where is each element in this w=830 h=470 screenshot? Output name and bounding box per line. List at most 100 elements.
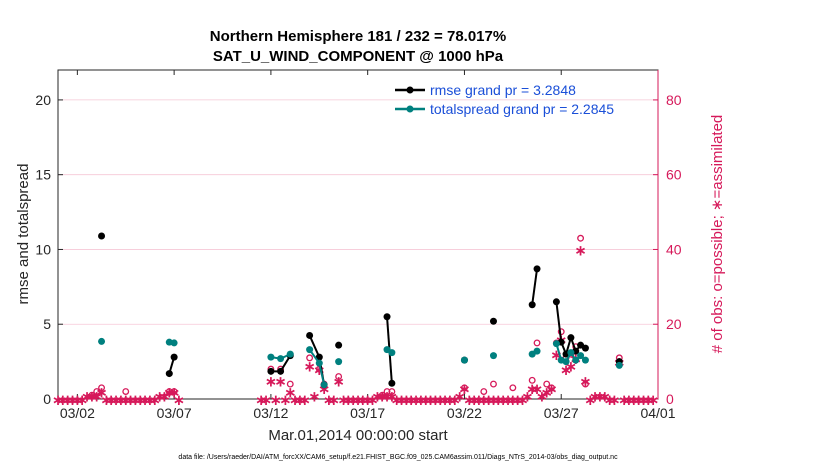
obs-possible-point bbox=[581, 380, 589, 388]
obs-assimilated-point: ∗ bbox=[516, 391, 529, 409]
obs-assimilated-point: ∗ bbox=[148, 391, 161, 409]
obs-assimilated-point: ∗ bbox=[71, 391, 84, 409]
series-point-totalspread bbox=[286, 350, 294, 358]
obs-assimilated-point: ∗ bbox=[429, 391, 442, 409]
y-right-tick-label: 40 bbox=[666, 241, 682, 257]
obs-assimilated-point: ∗ bbox=[584, 391, 597, 409]
obs-assimilated-point: ∗ bbox=[415, 391, 428, 409]
obs-assimilated-point: ∗ bbox=[444, 391, 457, 409]
obs-assimilated-point: ∗ bbox=[473, 391, 486, 409]
obs-assimilated-point: ∗ bbox=[526, 380, 539, 398]
obs-assimilated-point: ∗ bbox=[153, 387, 166, 405]
series-point-totalspread bbox=[533, 347, 541, 355]
obs-assimilated-point: ∗ bbox=[357, 391, 370, 409]
obs-assimilated-point: ∗ bbox=[361, 391, 374, 409]
series-point-totalspread bbox=[572, 356, 580, 364]
obs-possible-point bbox=[383, 388, 391, 395]
obs-assimilated-point: ∗ bbox=[163, 384, 176, 402]
obs-assimilated-point: ∗ bbox=[66, 391, 79, 409]
x-tick-label: 04/01 bbox=[640, 405, 675, 421]
obs-assimilated-point: ∗ bbox=[328, 391, 341, 409]
obs-assimilated-point: ∗ bbox=[342, 391, 355, 409]
series-line-rmse bbox=[531, 268, 539, 305]
y-axis-left-label: rmse and totalspread bbox=[15, 164, 32, 305]
legend-marker-rmse bbox=[406, 86, 414, 94]
obs-assimilated-point: ∗ bbox=[139, 391, 152, 409]
series-point-rmse bbox=[165, 370, 173, 378]
obs-possible-point bbox=[286, 380, 294, 388]
obs-assimilated-point: ∗ bbox=[274, 372, 287, 390]
obs-assimilated-point: ∗ bbox=[497, 391, 510, 409]
obs-possible-point bbox=[543, 380, 551, 388]
obs-possible-point bbox=[528, 376, 536, 384]
obs-assimilated-point: ∗ bbox=[545, 380, 558, 398]
obs-assimilated-point: ∗ bbox=[453, 387, 466, 405]
obs-assimilated-point: ∗ bbox=[618, 391, 631, 409]
chart-title: Northern Hemisphere 181 / 232 = 78.017% bbox=[210, 28, 506, 45]
y-right-tick-label: 60 bbox=[666, 167, 682, 183]
obs-assimilated-point: ∗ bbox=[458, 380, 471, 398]
x-tick-label: 03/27 bbox=[544, 405, 579, 421]
x-tick-label: 03/02 bbox=[60, 405, 95, 421]
obs-assimilated-point: ∗ bbox=[478, 391, 491, 409]
obs-assimilated-point: ∗ bbox=[642, 391, 655, 409]
series-point-totalspread bbox=[460, 356, 468, 364]
legend-entry-totalspread: totalspread grand pr = 2.2845 bbox=[395, 101, 614, 117]
obs-assimilated-point: ∗ bbox=[405, 391, 418, 409]
obs-assimilated-point: ∗ bbox=[400, 391, 413, 409]
obs-assimilated-point: ∗ bbox=[323, 391, 336, 409]
obs-assimilated-point: ∗ bbox=[376, 387, 389, 405]
obs-possible-point bbox=[122, 388, 130, 395]
chart-subtitle: SAT_U_WIND_COMPONENT @ 1000 hPa bbox=[213, 48, 504, 65]
obs-assimilated-point: ∗ bbox=[632, 391, 645, 409]
obs-assimilated-point: ∗ bbox=[390, 391, 403, 409]
series-point-totalspread bbox=[98, 337, 106, 345]
obs-assimilated-point: ∗ bbox=[434, 391, 447, 409]
obs-assimilated-point: ∗ bbox=[352, 391, 365, 409]
obs-possible-point bbox=[461, 384, 468, 392]
obs-assimilated-point: ∗ bbox=[424, 391, 437, 409]
obs-assimilated-point: ∗ bbox=[594, 387, 607, 405]
obs-assimilated-point: ∗ bbox=[105, 391, 118, 409]
series-point-totalspread bbox=[277, 355, 285, 363]
obs-assimilated-point: ∗ bbox=[124, 391, 137, 409]
obs-assimilated-point: ∗ bbox=[52, 391, 65, 409]
x-tick-label: 03/17 bbox=[350, 405, 385, 421]
obs-assimilated-point: ∗ bbox=[110, 391, 123, 409]
series-point-totalspread bbox=[552, 340, 560, 348]
obs-possible-point bbox=[306, 354, 314, 362]
obs-assimilated-point: ∗ bbox=[628, 391, 641, 409]
obs-assimilated-point: ∗ bbox=[298, 391, 311, 409]
obs-assimilated-point: ∗ bbox=[598, 387, 611, 405]
grid-layer bbox=[58, 99, 658, 325]
obs-assimilated-point: ∗ bbox=[487, 391, 500, 409]
series-point-rmse bbox=[170, 353, 178, 361]
obs-possible-point bbox=[533, 339, 541, 347]
series-point-totalspread bbox=[489, 352, 497, 360]
x-axis-label: Mar.01,2014 00:00:00 start bbox=[268, 427, 448, 444]
obs-assimilated-point: ∗ bbox=[303, 357, 316, 375]
obs-assimilated-point: ∗ bbox=[158, 387, 171, 405]
obs-assimilated-point: ∗ bbox=[269, 391, 282, 409]
obs-possible-point bbox=[335, 373, 343, 381]
obs-assimilated-markers: ∗∗∗∗∗∗∗∗∗∗∗∗∗∗∗∗∗∗∗∗∗∗∗∗∗∗ ∗∗∗∗∗∗∗∗∗∗∗∗∗∗… bbox=[52, 241, 660, 409]
series-point-totalspread bbox=[335, 358, 343, 366]
y-tick-label: 10 bbox=[35, 241, 51, 257]
obs-assimilated-point: ∗ bbox=[463, 391, 476, 409]
series-point-totalspread bbox=[581, 356, 589, 364]
obs-assimilated-point: ∗ bbox=[589, 387, 602, 405]
obs-possible-point bbox=[509, 384, 517, 392]
series-point-totalspread bbox=[315, 359, 323, 367]
y-tick-label: 0 bbox=[43, 391, 51, 407]
y-tick-label: 20 bbox=[35, 92, 51, 108]
series-point-totalspread bbox=[306, 346, 314, 354]
series-point-rmse bbox=[528, 301, 536, 309]
series-point-rmse bbox=[335, 341, 343, 349]
series-point-rmse bbox=[581, 344, 589, 352]
series-point-totalspread bbox=[562, 358, 570, 366]
legend-marker-totalspread bbox=[406, 105, 414, 113]
obs-possible-point bbox=[490, 380, 497, 388]
y-right-tick-label: 20 bbox=[666, 316, 682, 332]
y-tick-label: 15 bbox=[35, 167, 51, 183]
